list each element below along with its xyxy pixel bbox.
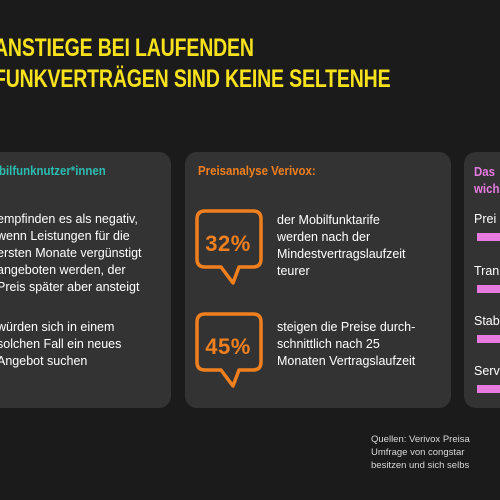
factor-label: Prei xyxy=(474,212,497,226)
stat-value: 45% xyxy=(205,334,251,359)
text-line: Monaten Vertragslaufzeit xyxy=(277,354,416,368)
text-line: steigen die Preise durch- xyxy=(277,320,416,334)
factor-label: Serv xyxy=(474,364,500,378)
stat-description: der Mobilfunktarife werden nach der Mind… xyxy=(277,212,406,280)
source-line: Umfrage von congstar xyxy=(371,447,465,458)
card-important-factors: Das wich Prei Tran Stab Serv xyxy=(464,152,500,408)
factor-item: Serv xyxy=(474,364,500,393)
speech-bubble-icon: 45% xyxy=(195,312,269,392)
text-line: empfinden es als negativ, xyxy=(0,212,138,226)
source-line: besitzen und sich selbs xyxy=(371,460,470,471)
headline-line-1: ANSTIEGE BEI LAUFENDEN xyxy=(0,34,254,62)
headline-line-2: FUNKVERTRÄGEN SIND KEINE SELTENHE xyxy=(0,65,391,93)
text-line: wenn Leistungen für die xyxy=(0,229,130,243)
source-note: Quellen: Verivox Preisa Umfrage von cong… xyxy=(371,433,470,472)
factor-item: Prei xyxy=(474,212,500,241)
text-line: werden nach der xyxy=(277,230,371,244)
text-line: Preis später aber ansteigt xyxy=(0,280,140,294)
factor-label: Stab xyxy=(474,314,500,328)
stat-value: 32% xyxy=(205,231,251,256)
text-line: solchen Fall ein neues xyxy=(0,337,122,351)
stat-description: steigen die Preise durch- schnittlich na… xyxy=(277,319,415,370)
text-line: teurer xyxy=(277,264,310,278)
card-price-analysis: Preisanalyse Verivox: 32% der Mobilfunkt… xyxy=(185,152,451,408)
stat-text-negative: empfinden es als negativ, wenn Leistunge… xyxy=(0,211,142,296)
card-title: Preisanalyse Verivox: xyxy=(198,163,316,178)
text-line: Angebot suchen xyxy=(0,354,88,368)
factor-bar xyxy=(477,335,500,343)
text-line: der Mobilfunktarife xyxy=(277,213,380,227)
title-line: Das xyxy=(474,164,495,179)
factor-bar xyxy=(477,385,500,393)
speech-bubble-icon: 32% xyxy=(195,209,269,289)
factor-label: Tran xyxy=(474,264,500,278)
factor-bar xyxy=(477,285,500,293)
factor-item: Stab xyxy=(474,314,500,343)
stat-text-new-offer: würden sich in einem solchen Fall ein ne… xyxy=(0,319,121,370)
text-line: schnittlich nach 25 xyxy=(277,337,380,351)
headline: ANSTIEGE BEI LAUFENDEN FUNKVERTRÄGEN SIN… xyxy=(0,33,391,95)
factor-bar xyxy=(477,233,500,241)
card-mobile-users: obilfunknutzer*innen empfinden es als ne… xyxy=(0,152,171,408)
title-line: wich xyxy=(474,181,500,196)
text-line: Mindestvertragslaufzeit xyxy=(277,247,406,261)
text-line: würden sich in einem xyxy=(0,320,115,334)
source-line: Quellen: Verivox Preisa xyxy=(371,434,470,445)
text-line: ersten Monate vergünstigt xyxy=(0,246,142,260)
text-line: angeboten werden, der xyxy=(0,263,126,277)
card-title: Das wich xyxy=(474,163,499,197)
card-title: obilfunknutzer*innen xyxy=(0,163,106,178)
factor-item: Tran xyxy=(474,264,500,293)
